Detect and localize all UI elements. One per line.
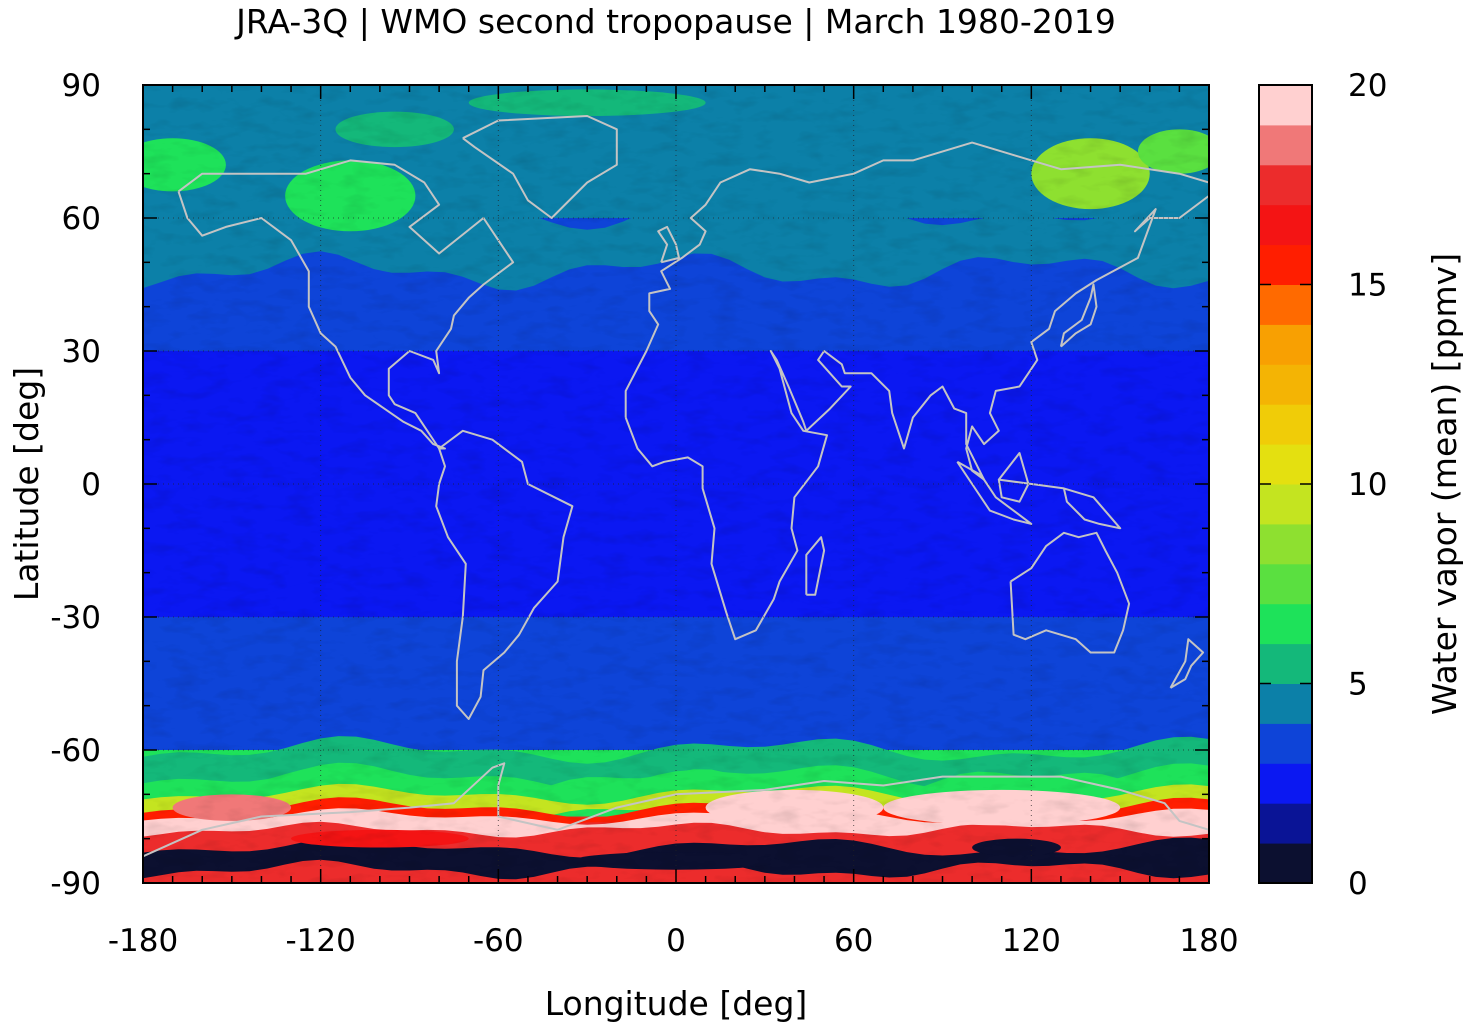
colorbar-level [1259,484,1312,525]
colorbar-level [1259,723,1312,764]
colorbar-level [1259,284,1312,325]
colorbar-level [1259,843,1312,884]
colorbar-tick-label: 15 [1348,268,1387,304]
y-axis-label: Latitude [deg] [7,367,46,601]
y-tick-labels: 90 60 30 0 -30 -60 -90 [50,68,101,902]
colorbar-level [1259,803,1312,844]
colorbar-tick-label: 20 [1348,68,1387,104]
colorbar-level [1259,404,1312,445]
colorbar-frame [1258,84,1313,884]
gridlines [143,85,1209,883]
colorbar-level [1259,603,1312,645]
x-tick-label: 0 [666,923,686,959]
coastline-indonesia [956,460,1033,525]
coastline-greenland [462,115,618,219]
coastline-australia [1009,531,1131,654]
coastline-south-america [435,429,574,720]
chart-title: JRA-3Q | WMO second tropopause | March 1… [234,2,1116,41]
y-tick-label: 90 [62,68,101,104]
coastline-antarctica [143,762,1209,858]
colorbar-tick-label: 5 [1348,667,1368,703]
colorbar-level [1259,324,1312,365]
colorbar-level [1259,164,1312,206]
colorbar-tick-label: 10 [1348,467,1387,503]
colorbar-level [1259,523,1312,565]
coastline-new-zealand [1169,638,1205,689]
coastline-north-america [177,159,515,450]
colorbar-level [1259,643,1312,684]
colorbar-level [1259,364,1312,405]
colorbar-level [1259,444,1312,485]
colorbar-label: Water vapor (mean) [ppmv] [1425,253,1464,715]
colorbar-tick-labels: 0 5 10 15 20 [1348,68,1387,902]
colorbar-tick-label: 0 [1348,866,1368,902]
y-tick-label: -90 [50,866,101,902]
colorbar-level [1259,763,1312,804]
colorbar-level [1259,85,1312,126]
x-axis-label: Longitude [deg] [545,984,808,1023]
y-tick-label: 0 [81,467,101,503]
y-tick-label: 60 [62,201,101,237]
coastline-japan [1059,283,1098,348]
x-tick-label: -180 [108,923,178,959]
coastline-madagascar [805,536,826,596]
colorbar-level [1259,204,1312,246]
x-tick-label: 120 [1002,923,1061,959]
field-texture [143,85,1209,883]
coastlines [143,115,1209,858]
y-tick-label: -60 [50,733,101,769]
axis-ticks [142,84,1210,884]
x-tick-label: 60 [834,923,873,959]
x-tick-label: 180 [1179,923,1238,959]
colorbar-level [1259,244,1312,285]
plot-area [143,85,1209,883]
y-tick-label: -30 [50,600,101,636]
colorbar [1259,84,1312,884]
colorbar-level [1259,563,1312,605]
x-tick-label: -60 [473,923,524,959]
x-tick-labels: -180 -120 -60 0 60 120 180 [108,923,1239,959]
y-tick-label: 30 [62,334,101,370]
coastline-uk [657,225,680,264]
colorbar-level [1259,124,1312,166]
x-tick-label: -120 [285,923,355,959]
colorbar-level [1259,683,1312,724]
water-vapor-field [143,85,1209,883]
